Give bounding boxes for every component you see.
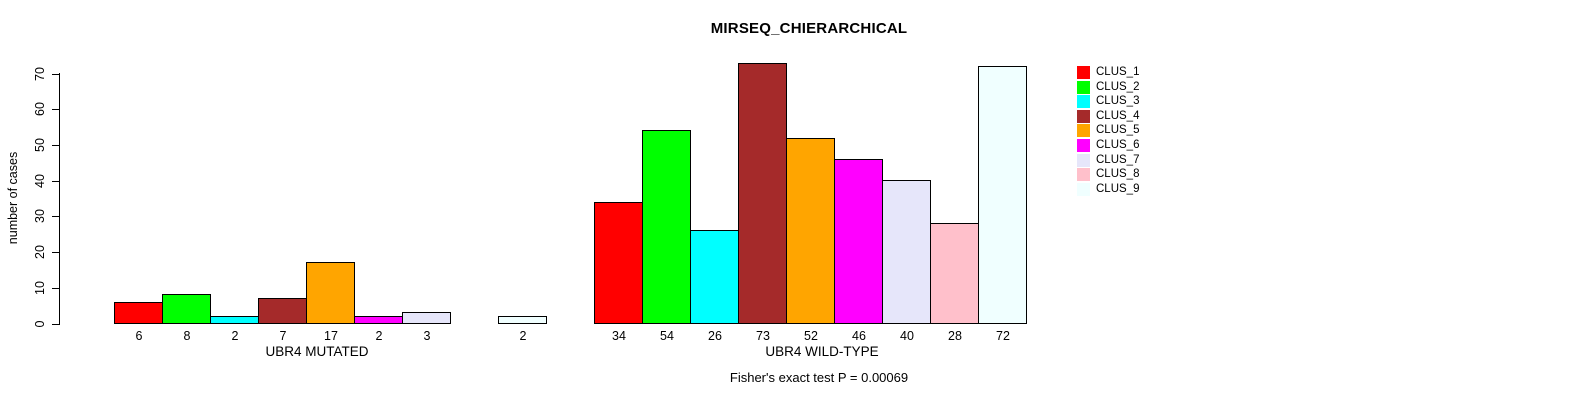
legend-label: CLUS_2 [1096,81,1140,93]
bar-clus_6-mutated [354,316,403,324]
y-axis-line [59,73,60,324]
bar-value-label-clus_6-wildtype: 46 [852,329,866,343]
bar-clus_6-wildtype [834,159,883,324]
bar-clus_7-wildtype [882,180,931,324]
y-tick-label: 10 [33,280,47,295]
y-tick [52,180,60,182]
chart-title: MIRSEQ_CHIERARCHICAL [710,20,908,37]
legend-label: CLUS_8 [1096,168,1140,180]
legend-swatch-clus_6 [1077,139,1090,152]
y-tick-label: 0 [33,320,47,327]
bar-clus_4-mutated [258,298,307,324]
y-tick-label: 60 [33,102,47,117]
y-tick [52,216,60,218]
bar-value-label-clus_5-mutated: 17 [324,329,338,343]
y-tick [52,145,60,147]
bar-value-label-clus_4-wildtype: 73 [756,329,770,343]
bar-value-label-clus_6-mutated: 2 [375,329,383,343]
bar-value-label-clus_5-wildtype: 52 [804,329,818,343]
y-tick [52,252,60,254]
y-tick-label: 30 [33,209,47,224]
x-axis-label-mutated: UBR4 MUTATED [265,344,369,359]
y-tick-label: 50 [33,138,47,153]
bar-value-label-clus_7-mutated: 3 [423,329,431,343]
bar-value-label-clus_3-wildtype: 26 [708,329,722,343]
x-axis-label-wildtype: UBR4 WILD-TYPE [765,344,879,359]
bar-value-label-clus_1-mutated: 6 [135,329,143,343]
y-tick-label: 20 [33,245,47,260]
bar-clus_7-mutated [402,312,451,324]
legend-swatch-clus_9 [1077,183,1090,196]
legend-label: CLUS_4 [1096,110,1140,122]
legend-label: CLUS_7 [1096,154,1140,166]
bar-clus_2-mutated [162,294,211,324]
bar-value-label-clus_1-wildtype: 34 [612,329,626,343]
bar-clus_3-mutated [210,316,259,324]
legend-swatch-clus_7 [1077,154,1090,167]
bar-clus_9-mutated [498,316,547,324]
y-tick [52,323,60,325]
bar-value-label-clus_9-mutated: 2 [519,329,527,343]
legend-swatch-clus_5 [1077,124,1090,137]
legend-swatch-clus_3 [1077,95,1090,108]
y-tick [52,287,60,289]
bar-clus_1-mutated [114,302,163,324]
legend-label: CLUS_3 [1096,95,1140,107]
bar-clus_9-wildtype [978,66,1027,324]
bar-value-label-clus_3-mutated: 2 [231,329,239,343]
y-tick-label: 70 [33,66,47,81]
legend-swatch-clus_8 [1077,168,1090,181]
bar-value-label-clus_8-wildtype: 28 [948,329,962,343]
legend-label: CLUS_1 [1096,66,1140,78]
legend-swatch-clus_2 [1077,81,1090,94]
bar-clus_8-wildtype [930,223,979,324]
bar-value-label-clus_2-mutated: 8 [183,329,191,343]
bar-clus_1-wildtype [594,202,643,324]
bar-value-label-clus_9-wildtype: 72 [996,329,1010,343]
bar-clus_5-mutated [306,262,355,324]
legend-swatch-clus_1 [1077,66,1090,79]
bar-clus_3-wildtype [690,230,739,324]
bar-value-label-clus_4-mutated: 7 [279,329,287,343]
bar-clus_4-wildtype [738,63,787,324]
fisher-test-annotation: Fisher's exact test P = 0.00069 [729,370,909,385]
bar-value-label-clus_7-wildtype: 40 [900,329,914,343]
y-tick-label: 40 [33,173,47,188]
bar-clus_2-wildtype [642,130,691,324]
bar-clus_5-wildtype [786,138,835,324]
legend-label: CLUS_9 [1096,183,1140,195]
y-axis-label: number of cases [6,151,20,245]
bar-value-label-clus_2-wildtype: 54 [660,329,674,343]
legend-label: CLUS_5 [1096,124,1140,136]
y-tick [52,73,60,75]
legend-label: CLUS_6 [1096,139,1140,151]
legend-swatch-clus_4 [1077,110,1090,123]
y-tick [52,109,60,111]
